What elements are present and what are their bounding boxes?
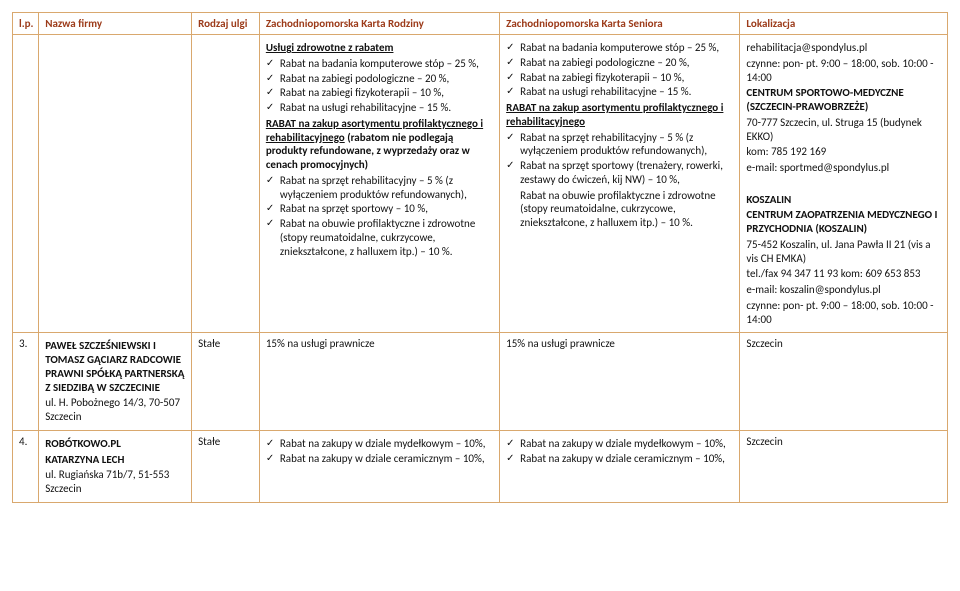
cell-firm <box>39 35 192 333</box>
cell-lp: 4. <box>13 430 39 502</box>
lok-line: kom: 785 192 169 <box>746 145 941 159</box>
list-item: Rabat na zakupy w dziale mydełkowym – 10… <box>520 437 733 451</box>
cell-ks: 15% na usługi prawnicze <box>500 333 740 431</box>
list-item: Rabat na zabiegi podologiczne – 20 %, <box>520 56 733 70</box>
kr-list: Rabat na zakupy w dziale mydełkowym – 10… <box>266 437 493 466</box>
list-item: Rabat na sprzęt rehabilitacyjny – 5 % (z… <box>520 131 733 159</box>
lok-line: CENTRUM ZAOPATRZENIA MEDYCZNEGO I PRZYCH… <box>746 208 941 236</box>
cell-lp: 3. <box>13 333 39 431</box>
ks-list-2: Rabat na sprzęt rehabilitacyjny – 5 % (z… <box>506 131 733 187</box>
cell-ulga <box>192 35 260 333</box>
list-item: Rabat na usługi rehabilitacyjne – 15 %. <box>280 101 493 115</box>
ks-item-plain: Rabat na obuwie profilaktyczne i zdrowot… <box>506 189 733 230</box>
kr-list-2: Rabat na sprzęt rehabilitacyjny – 5 % (z… <box>266 174 493 259</box>
lok-spacer <box>746 177 941 191</box>
ks-list-1: Rabat na badania komputerowe stóp – 25 %… <box>506 41 733 99</box>
cell-lok: rehabilitacja@spondylus.pl czynne: pon- … <box>740 35 948 333</box>
ks-list: Rabat na zakupy w dziale mydełkowym – 10… <box>506 437 733 466</box>
list-item: Rabat na badania komputerowe stóp – 25 %… <box>520 41 733 55</box>
list-item: Rabat na obuwie profilaktyczne i zdrowot… <box>280 217 493 258</box>
table-row: 4. ROBÓTKOWO.PL KATARZYNA LECH ul. Rugia… <box>13 430 948 502</box>
kr-title-2: RABAT na zakup asortymentu profilaktyczn… <box>266 117 493 172</box>
cell-ks: Rabat na badania komputerowe stóp – 25 %… <box>500 35 740 333</box>
list-item: Rabat na badania komputerowe stóp – 25 %… <box>280 57 493 71</box>
cell-firm: PAWEŁ SZCZEŚNIEWSKI I TOMASZ GĄCIARZ RAD… <box>39 333 192 431</box>
cell-kr: 15% na usługi prawnicze <box>259 333 499 431</box>
header-lok: Lokalizacja <box>740 13 948 35</box>
firm-name: PAWEŁ SZCZEŚNIEWSKI I TOMASZ GĄCIARZ RAD… <box>45 339 185 394</box>
header-ulga: Rodzaj ulgi <box>192 13 260 35</box>
lok-line: rehabilitacja@spondylus.pl <box>746 41 941 55</box>
list-item: Rabat na usługi rehabilitacyjne – 15 %. <box>520 85 733 99</box>
cell-lok: Szczecin <box>740 333 948 431</box>
ks-title-2: RABAT na zakup asortymentu profilaktyczn… <box>506 101 733 129</box>
lok-line: e-mail: sportmed@spondylus.pl <box>746 161 941 175</box>
lok-line: 75-452 Koszalin, ul. Jana Pawła II 21 (v… <box>746 238 941 266</box>
cell-ulga: Stałe <box>192 333 260 431</box>
firm-name: ROBÓTKOWO.PL <box>45 437 185 451</box>
header-row: l.p. Nazwa firmy Rodzaj ulgi Zachodniopo… <box>13 13 948 35</box>
table-row: Usługi zdrowotne z rabatem Rabat na bada… <box>13 35 948 333</box>
kr-title-1: Usługi zdrowotne z rabatem <box>266 41 493 55</box>
lok-line: KOSZALIN <box>746 193 941 207</box>
list-item: Rabat na sprzęt sportowy (trenażery, row… <box>520 159 733 187</box>
lok-line: 70-777 Szczecin, ul. Struga 15 (budynek … <box>746 116 941 144</box>
firm-addr: ul. H. Pobożnego 14/3, 70-507 Szczecin <box>45 396 185 424</box>
firm-name2: KATARZYNA LECH <box>45 453 185 467</box>
cell-kr: Usługi zdrowotne z rabatem Rabat na bada… <box>259 35 499 333</box>
list-item: Rabat na sprzęt sportowy – 10 %, <box>280 202 493 216</box>
lok-line: tel./fax 94 347 11 93 kom: 609 653 853 <box>746 267 941 281</box>
lok-line: e-mail: koszalin@spondylus.pl <box>746 283 941 297</box>
list-item: Rabat na zabiegi podologiczne – 20 %, <box>280 72 493 86</box>
header-kr: Zachodniopomorska Karta Rodziny <box>259 13 499 35</box>
cell-firm: ROBÓTKOWO.PL KATARZYNA LECH ul. Rugiańsk… <box>39 430 192 502</box>
cell-lok: Szczecin <box>740 430 948 502</box>
list-item: Rabat na zabiegi fizykoterapii – 10 %, <box>280 86 493 100</box>
table-row: 3. PAWEŁ SZCZEŚNIEWSKI I TOMASZ GĄCIARZ … <box>13 333 948 431</box>
lok-line: czynne: pon- pt. 9:00 – 18:00, sob. 10:0… <box>746 57 941 85</box>
cell-ks: Rabat na zakupy w dziale mydełkowym – 10… <box>500 430 740 502</box>
list-item: Rabat na zakupy w dziale ceramicznym – 1… <box>520 452 733 466</box>
lok-line: CENTRUM SPORTOWO-MEDYCZNE (SZCZECIN-PRAW… <box>746 86 941 114</box>
list-item: Rabat na zakupy w dziale ceramicznym – 1… <box>280 452 493 466</box>
list-item: Rabat na zakupy w dziale mydełkowym – 10… <box>280 437 493 451</box>
cell-lp <box>13 35 39 333</box>
kr-list-1: Rabat na badania komputerowe stóp – 25 %… <box>266 57 493 115</box>
cell-kr: Rabat na zakupy w dziale mydełkowym – 10… <box>259 430 499 502</box>
header-ks: Zachodniopomorska Karta Seniora <box>500 13 740 35</box>
lok-line: czynne: pon- pt. 9:00 – 18:00, sob. 10:0… <box>746 299 941 327</box>
discount-table: l.p. Nazwa firmy Rodzaj ulgi Zachodniopo… <box>12 12 948 503</box>
header-lp: l.p. <box>13 13 39 35</box>
list-item: Rabat na zabiegi fizykoterapii – 10 %, <box>520 71 733 85</box>
header-firm: Nazwa firmy <box>39 13 192 35</box>
list-item: Rabat na sprzęt rehabilitacyjny – 5 % (z… <box>280 174 493 202</box>
cell-ulga: Stałe <box>192 430 260 502</box>
firm-addr: ul. Rugiańska 71b/7, 51-553 Szczecin <box>45 468 185 496</box>
